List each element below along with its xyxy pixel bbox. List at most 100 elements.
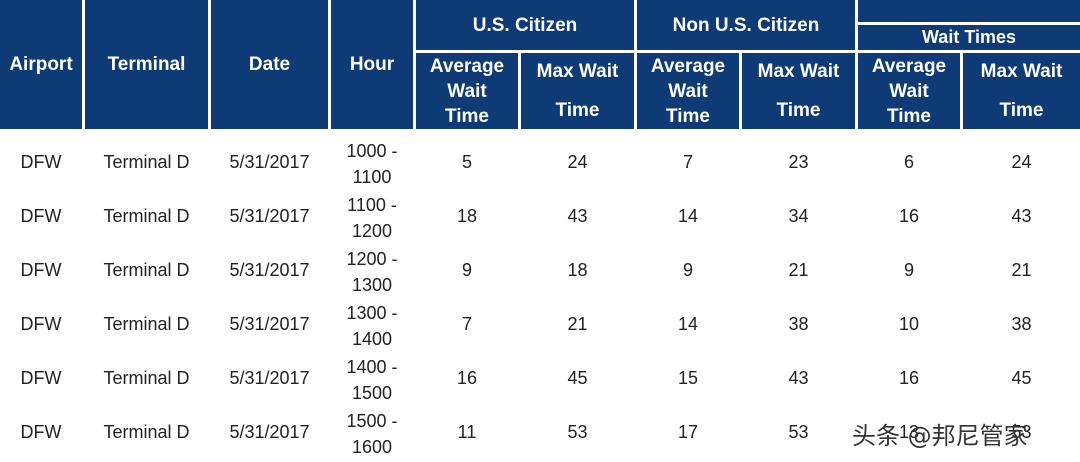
hour-end: 1400 [351,329,393,349]
cell-airport: DFW [20,151,62,172]
cell-non-max: 23 [788,151,809,172]
table-row: DFW Terminal D 5/31/2017 1100 - 1200 18 43 14 34… [0,189,1080,243]
header-date-label: Date [248,54,291,75]
header-wait-times-label: Wait Times [921,27,1017,47]
cell-all-avg: 16 [898,367,920,388]
cell-hour: 1000 - 1100 [331,138,413,192]
header-non-max: Max Wait Time [742,53,855,129]
max-line1: Max Wait [757,61,840,82]
cell-hour: 1100 - 1200 [331,192,413,246]
header-date: Date [211,0,328,129]
hour-start: 1000 - [346,141,398,161]
cell-us-avg: 16 [456,367,478,388]
cell-non-max: 34 [788,205,809,226]
hour-end: 1500 [351,383,393,403]
header-terminal: Terminal [85,0,208,129]
cell-us-avg: 7 [461,313,472,334]
cell-airport: DFW [20,313,62,334]
cell-date: 5/31/2017 [229,367,310,388]
avg-line1: Average [429,55,505,77]
header-airport-label: Airport [9,54,73,75]
cell-all-max: 38 [1011,313,1032,334]
cell-all-avg: 13 [898,421,920,442]
header-non-avg: Average Wait Time [637,53,739,129]
cell-non-avg: 15 [677,367,699,388]
table-row: DFW Terminal D 5/31/2017 1300 - 1400 7 21 14 38 1… [0,297,1080,351]
cell-non-max: 53 [788,421,809,442]
hour-start: 1100 - [347,195,397,215]
header-airport: Airport [0,0,82,129]
cell-us-avg: 5 [461,151,472,172]
cell-all-max: 43 [1011,205,1032,226]
cell-non-avg: 14 [677,205,699,226]
hour-start: 1300 - [346,303,398,323]
cell-date: 5/31/2017 [229,259,310,280]
cell-all-max: 45 [1011,367,1032,388]
cell-all-max: 24 [1011,151,1032,172]
avg-line3: Time [665,105,710,127]
avg-line1: Average [871,55,947,77]
cell-date: 5/31/2017 [229,151,310,172]
cell-terminal: Terminal D [103,151,190,172]
cell-date: 5/31/2017 [229,421,310,442]
cell-non-avg: 17 [677,421,699,442]
hour-end: 1200 [351,221,393,241]
cell-all-avg: 6 [903,151,914,172]
cell-all-avg: 16 [898,205,920,226]
header-wait-times: Wait Times [858,25,1080,50]
hour-start: 1500 - [346,411,398,431]
avg-line2: Wait [447,80,487,102]
cell-us-avg: 11 [457,421,477,442]
cell-non-avg: 9 [682,259,693,280]
table-row: DFW Terminal D 5/31/2017 1500 - 1600 11 53 17 53… [0,405,1080,459]
hour-end: 1600 [351,437,393,457]
cell-all-max: 21 [1011,259,1032,280]
cell-airport: DFW [20,259,62,280]
cell-all-max: 53 [1011,421,1032,442]
cell-us-max: 18 [567,259,588,280]
table-row: DFW Terminal D 5/31/2017 1400 - 1500 16 45 15 43… [0,351,1080,405]
header-group-all [858,0,1080,22]
header-group-non-us-label: Non U.S. Citizen [672,14,820,36]
cell-hour: 1400 - 1500 [331,354,413,408]
avg-line2: Wait [889,80,929,102]
cell-non-avg: 14 [677,313,699,334]
table-row: DFW Terminal D 5/31/2017 1200 - 1300 9 18 9 21 9 2… [0,243,1080,297]
cell-us-avg: 9 [461,259,472,280]
avg-line3: Time [444,105,489,127]
cell-date: 5/31/2017 [229,313,310,334]
header-group-non-us: Non U.S. Citizen [637,0,855,50]
hour-start: 1400 - [346,357,398,377]
max-line2: Time [776,100,821,121]
header-hour: Hour [331,0,413,129]
hour-end: 1300 [351,275,393,295]
cell-airport: DFW [20,205,62,226]
cell-non-max: 38 [788,313,809,334]
cell-us-avg: 18 [456,205,478,226]
header-all-max: Max Wait Time [963,53,1080,129]
max-line2: Time [555,100,600,121]
cell-non-avg: 7 [682,151,693,172]
avg-line1: Average [650,55,726,77]
cell-hour: 1300 - 1400 [331,300,413,354]
hour-end: 1100 [352,167,392,187]
cell-date: 5/31/2017 [229,205,310,226]
hour-start: 1200 - [346,249,398,269]
cell-us-max: 45 [567,367,588,388]
cell-non-max: 43 [788,367,809,388]
avg-line3: Time [886,105,931,127]
header-us-max: Max Wait Time [521,53,634,129]
avg-line2: Wait [668,80,708,102]
cell-airport: DFW [20,367,62,388]
max-line1: Max Wait [536,61,619,82]
table-row: DFW Terminal D 5/31/2017 1000 - 1100 5 24 7 23 6 2… [0,135,1080,189]
cell-hour: 1500 - 1600 [331,408,413,462]
cell-us-max: 53 [567,421,588,442]
header-group-us-label: U.S. Citizen [472,14,578,36]
cell-all-avg: 9 [903,259,914,280]
cell-us-max: 43 [567,205,588,226]
max-line2: Time [999,100,1044,121]
header-us-avg: Average Wait Time [416,53,518,129]
header-group-us: U.S. Citizen [416,0,634,50]
max-line1: Max Wait [980,61,1063,82]
